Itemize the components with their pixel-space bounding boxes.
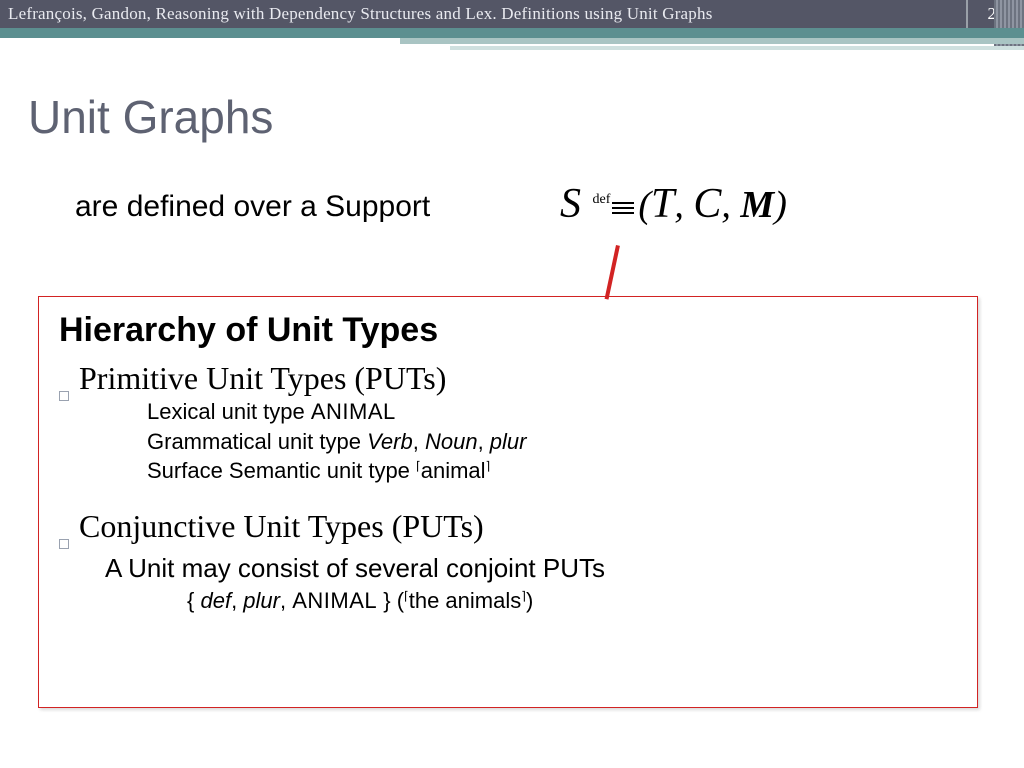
formula-C: C <box>693 181 721 227</box>
bullet-icon <box>59 391 69 401</box>
formula-lhs: S <box>560 181 581 227</box>
formula-def-label: def <box>593 192 611 207</box>
subtitle: are defined over a Support <box>75 190 430 224</box>
slide-title: Unit Graphs <box>28 90 273 144</box>
primitive-details: Lexical unit type ANIMAL Grammatical uni… <box>147 397 957 486</box>
box-title: Hierarchy of Unit Types <box>59 311 957 350</box>
bullet-icon <box>59 539 69 549</box>
gram-plur: plur <box>490 429 527 454</box>
header-bar: Lefrançois, Gandon, Reasoning with Depen… <box>0 0 1024 28</box>
hierarchy-box: Hierarchy of Unit Types Primitive Unit T… <box>38 296 978 708</box>
stripe-light-2 <box>450 46 1024 50</box>
lexical-prefix: Lexical unit type <box>147 399 311 424</box>
sem-prefix: Surface Semantic unit type <box>147 458 416 483</box>
lexical-value: ANIMAL <box>311 399 396 424</box>
stripe-light-1 <box>400 38 1024 44</box>
formula-T: T <box>651 181 674 227</box>
item-conjunctive: Conjunctive Unit Types (PUTs) <box>59 508 957 545</box>
item-primitive: Primitive Unit Types (PUTs) <box>59 360 957 397</box>
item-conjunctive-title: Conjunctive Unit Types (PUTs) <box>79 508 484 545</box>
support-formula: S def(T, C, M) <box>560 180 787 228</box>
item-primitive-title: Primitive Unit Types (PUTs) <box>79 360 446 397</box>
slide: Lefrançois, Gandon, Reasoning with Depen… <box>0 0 1024 768</box>
conjunctive-set: { def, plur, ANIMAL } (⌈the animals⌉) <box>187 588 957 614</box>
triple-bar-icon <box>612 199 634 217</box>
conjunctive-desc: A Unit may consist of several conjoint P… <box>105 553 957 584</box>
running-title: Lefrançois, Gandon, Reasoning with Depen… <box>8 4 713 24</box>
grammatical-prefix: Grammatical unit type <box>147 429 367 454</box>
callout-line <box>605 245 620 300</box>
stripe-teal <box>0 28 1024 38</box>
gram-verb: Verb <box>367 429 413 454</box>
sem-word: animal <box>421 458 486 483</box>
gram-noun: Noun <box>425 429 478 454</box>
formula-M: M <box>740 184 774 226</box>
